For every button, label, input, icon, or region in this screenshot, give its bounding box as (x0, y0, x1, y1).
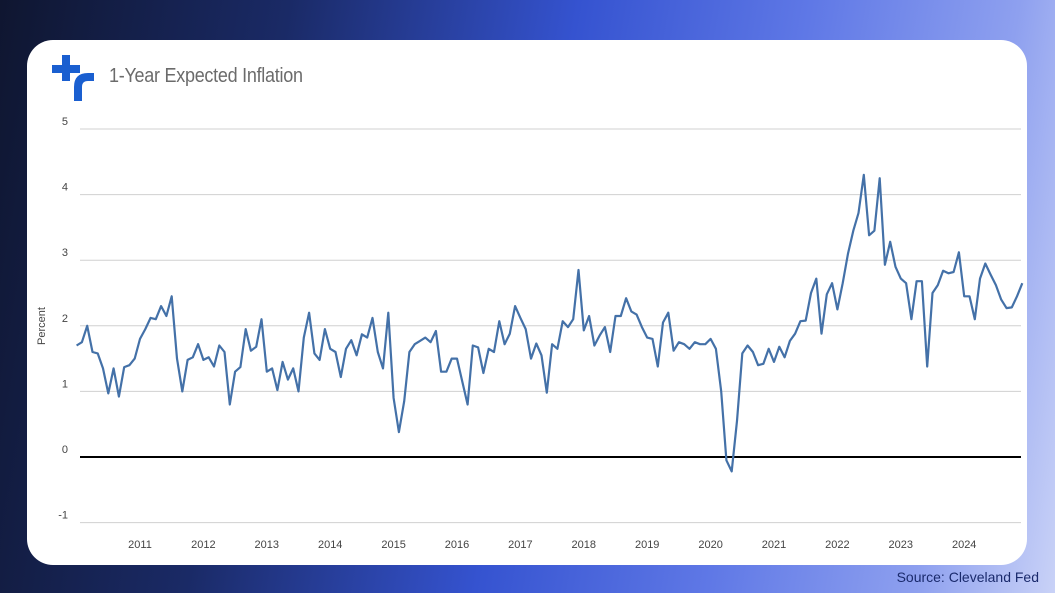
x-tick-label: 2024 (952, 539, 976, 551)
x-tick-label: 2018 (572, 539, 596, 551)
x-tick-label: 2016 (445, 539, 469, 551)
cleveland-fed-logo-icon (52, 55, 94, 101)
x-tick-label: 2020 (698, 539, 722, 551)
source-credit: Source: Cleveland Fed (896, 569, 1039, 585)
x-tick-label: 2011 (128, 539, 152, 551)
y-axis-label: Percent (36, 307, 48, 345)
x-tick-label: 2015 (381, 539, 405, 551)
x-tick-label: 2012 (191, 539, 215, 551)
chart-title: 1-Year Expected Inflation (109, 65, 303, 87)
y-tick-label: 0 (62, 444, 68, 456)
y-tick-label: 5 (62, 116, 68, 128)
x-tick-label: 2022 (825, 539, 849, 551)
y-tick-label: -1 (58, 510, 68, 522)
x-tick-label: 2023 (889, 539, 913, 551)
chart-card (27, 40, 1027, 565)
x-tick-label: 2021 (762, 539, 786, 551)
y-tick-label: 2 (62, 313, 68, 325)
y-tick-label: 3 (62, 247, 68, 259)
x-tick-label: 2017 (508, 539, 532, 551)
y-tick-label: 4 (62, 182, 68, 194)
x-tick-label: 2019 (635, 539, 659, 551)
x-tick-label: 2013 (255, 539, 279, 551)
x-tick-label: 2014 (318, 539, 342, 551)
y-tick-label: 1 (62, 378, 68, 390)
series-line (76, 173, 1024, 473)
